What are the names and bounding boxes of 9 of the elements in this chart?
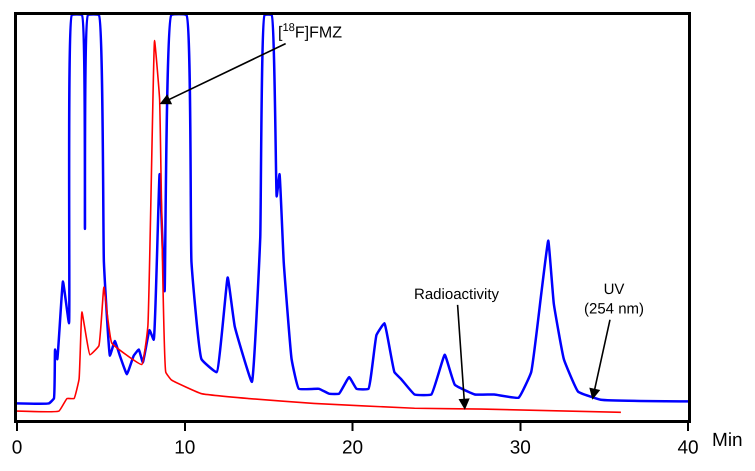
x-tick-label: 10 <box>174 438 196 459</box>
annotation: Radioactivity <box>414 286 500 303</box>
x-tick-label: 40 <box>677 438 699 459</box>
x-axis-title: Min <box>712 430 743 451</box>
x-tick-label: 30 <box>510 438 531 459</box>
x-tick-label: 20 <box>342 438 364 459</box>
x-tick-label: 0 <box>12 438 22 459</box>
annotation: UV (254 nm) <box>584 281 644 318</box>
annotation: [$^{18}$F]FMZ <box>278 22 342 42</box>
